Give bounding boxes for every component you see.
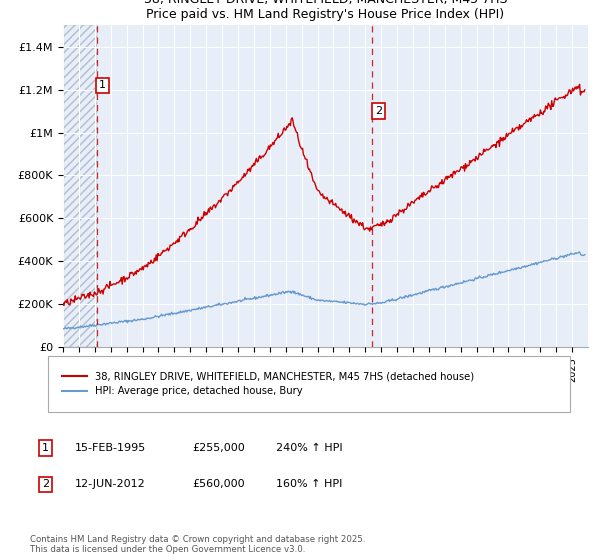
Text: 160% ↑ HPI: 160% ↑ HPI [276, 479, 343, 489]
FancyBboxPatch shape [48, 356, 570, 412]
Text: 1: 1 [99, 80, 106, 90]
Bar [63, 25, 97, 347]
Text: 240% ↑ HPI: 240% ↑ HPI [276, 443, 343, 453]
Text: 12-JUN-2012: 12-JUN-2012 [75, 479, 146, 489]
Text: 15-FEB-1995: 15-FEB-1995 [75, 443, 146, 453]
Text: 2: 2 [42, 479, 49, 489]
Legend: 38, RINGLEY DRIVE, WHITEFIELD, MANCHESTER, M45 7HS (detached house), HPI: Averag: 38, RINGLEY DRIVE, WHITEFIELD, MANCHESTE… [58, 367, 478, 400]
Text: 1: 1 [42, 443, 49, 453]
Text: £560,000: £560,000 [192, 479, 245, 489]
Title: 38, RINGLEY DRIVE, WHITEFIELD, MANCHESTER, M45 7HS
Price paid vs. HM Land Regist: 38, RINGLEY DRIVE, WHITEFIELD, MANCHESTE… [144, 0, 507, 21]
Text: Contains HM Land Registry data © Crown copyright and database right 2025.
This d: Contains HM Land Registry data © Crown c… [30, 535, 365, 554]
Text: 2: 2 [375, 106, 382, 116]
Text: £255,000: £255,000 [192, 443, 245, 453]
